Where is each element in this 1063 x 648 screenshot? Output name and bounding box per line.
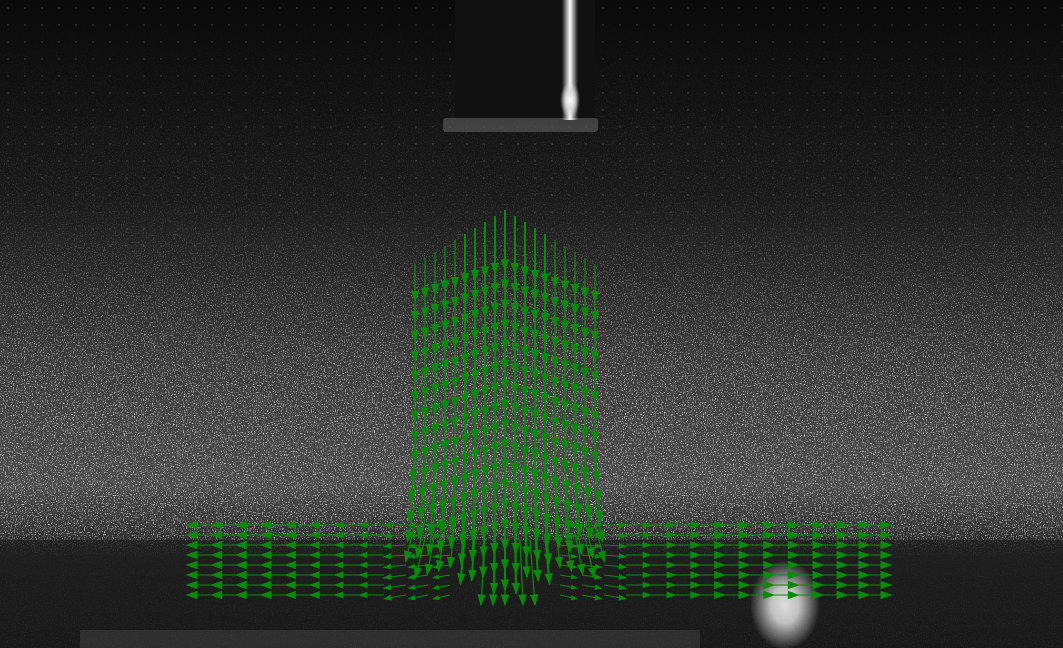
nozzle-rim — [443, 118, 598, 132]
floor-edge — [80, 630, 700, 648]
page: (() => { const g = document.getElementBy… — [0, 0, 1063, 648]
piv-image — [0, 0, 1063, 648]
nozzle-glare — [560, 82, 580, 118]
floor-glare — [750, 560, 820, 648]
